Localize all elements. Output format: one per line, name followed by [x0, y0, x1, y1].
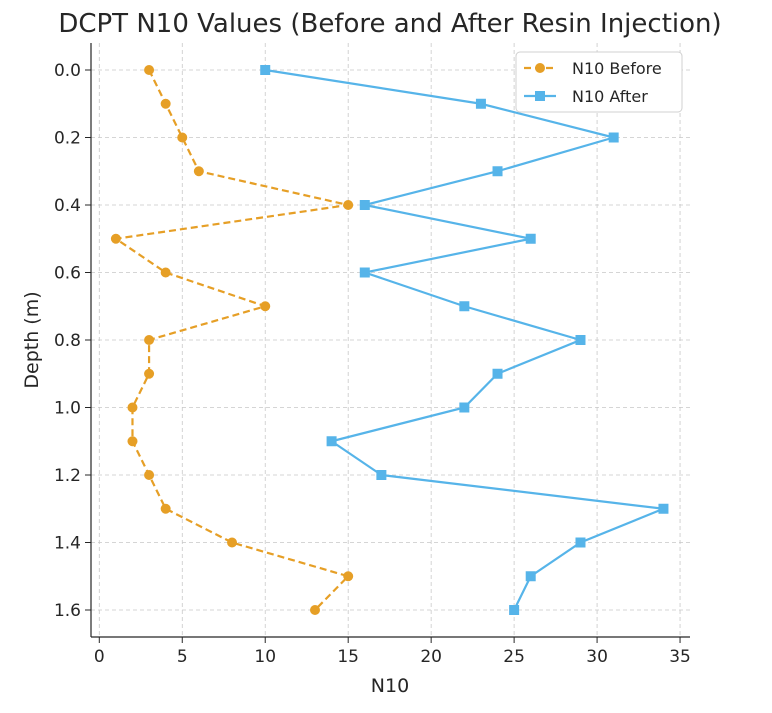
- legend-marker: [535, 91, 545, 101]
- data-point: [144, 368, 155, 379]
- x-tick-label: 25: [503, 647, 525, 667]
- data-point: [110, 233, 121, 244]
- series-before: [110, 65, 354, 615]
- y-tick-label: 1.0: [54, 399, 81, 419]
- y-tick-label: 0.4: [54, 196, 81, 216]
- data-point: [160, 98, 171, 109]
- data-point: [359, 267, 370, 278]
- data-point: [144, 65, 155, 75]
- data-point: [492, 166, 503, 177]
- data-point: [359, 200, 370, 210]
- x-tick-label: 0: [94, 647, 105, 667]
- data-point: [575, 335, 586, 345]
- data-point: [160, 503, 171, 514]
- x-tick-label: 35: [669, 647, 691, 667]
- data-point: [459, 402, 470, 413]
- data-point: [475, 98, 486, 109]
- legend-label: N10 Before: [572, 59, 662, 78]
- data-point: [525, 233, 536, 244]
- data-point: [260, 301, 271, 312]
- data-point: [227, 537, 238, 548]
- y-tick-label: 1.2: [54, 466, 81, 486]
- x-tick-label: 5: [177, 647, 188, 667]
- data-point: [509, 605, 520, 615]
- data-point: [575, 537, 586, 548]
- data-point: [343, 571, 354, 582]
- y-tick-label: 1.6: [54, 601, 81, 621]
- y-tick-label: 0.2: [54, 129, 81, 149]
- y-tick-label: 0.0: [54, 61, 81, 81]
- data-point: [376, 470, 387, 480]
- x-tick-label: 15: [337, 647, 359, 667]
- series-after: [260, 65, 669, 615]
- grid: [91, 43, 690, 637]
- data-point: [193, 166, 204, 177]
- data-point: [492, 368, 503, 379]
- series-layer: [110, 65, 669, 615]
- data-point: [127, 402, 138, 413]
- data-point: [310, 605, 321, 615]
- x-axis-label: N10: [371, 675, 409, 697]
- chart-title: DCPT N10 Values (Before and After Resin …: [58, 9, 721, 39]
- y-tick-label: 0.6: [54, 264, 81, 284]
- data-point: [658, 503, 669, 514]
- data-point: [525, 571, 536, 582]
- data-point: [144, 335, 155, 345]
- data-point: [260, 65, 271, 75]
- x-tick-label: 20: [420, 647, 442, 667]
- y-axis-label: Depth (m): [21, 291, 43, 388]
- axes: 0 5 10 15 20 25 30 35 0.0 0.2 0.4 0.6 0.8 1.0 1.2 1.4 1.…: [54, 43, 691, 667]
- data-point: [343, 200, 354, 210]
- data-point: [160, 267, 171, 278]
- data-point: [459, 301, 470, 312]
- legend: N10 Before N10 After: [515, 51, 683, 113]
- data-point: [127, 436, 138, 447]
- data-point: [144, 470, 155, 480]
- legend-label: N10 After: [572, 87, 648, 106]
- y-tick-label: 0.8: [54, 331, 81, 351]
- legend-marker: [535, 63, 545, 73]
- legend-box: [515, 51, 683, 113]
- data-point: [608, 132, 619, 143]
- y-tick-label: 1.4: [54, 534, 81, 554]
- x-tick-label: 10: [254, 647, 276, 667]
- data-point: [177, 132, 188, 143]
- data-point: [326, 436, 337, 447]
- x-tick-label: 30: [586, 647, 608, 667]
